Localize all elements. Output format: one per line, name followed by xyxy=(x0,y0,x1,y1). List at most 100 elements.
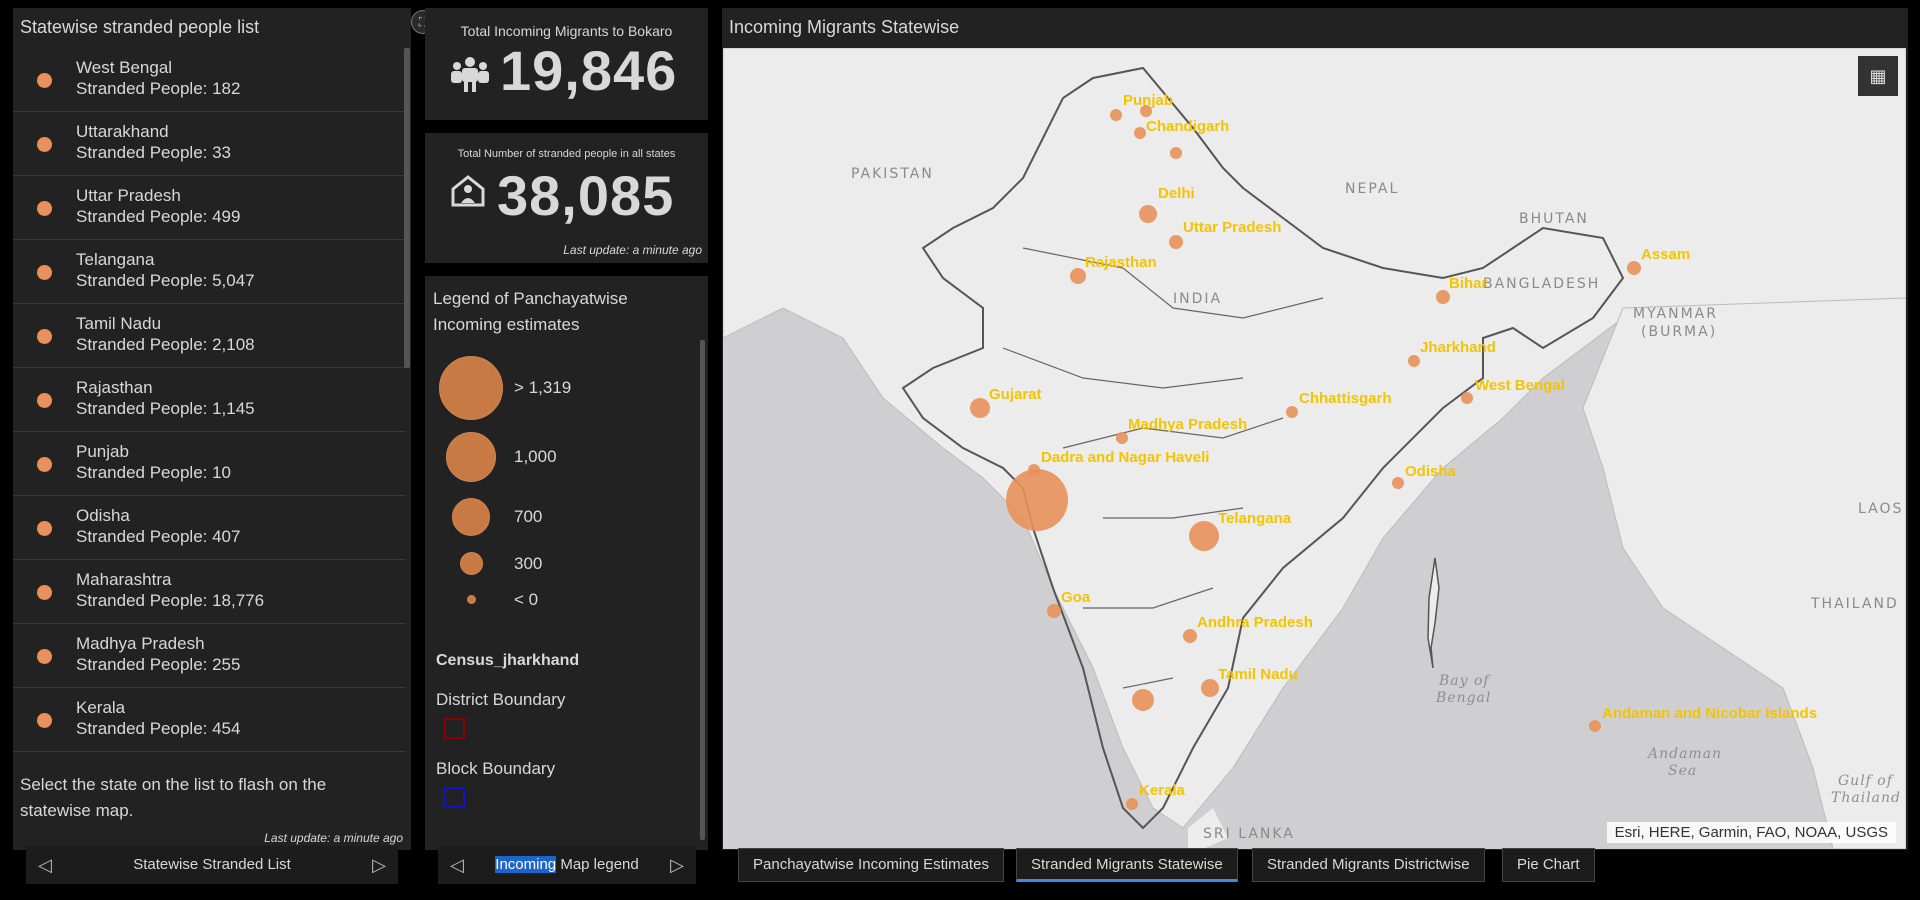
map-bubble[interactable] xyxy=(1589,720,1601,732)
list-item[interactable]: Punjab Stranded People: 10 xyxy=(13,432,405,496)
map-bubble[interactable] xyxy=(1006,469,1068,531)
map-attribution: Esri, HERE, Garmin, FAO, NOAA, USGS xyxy=(1606,822,1896,843)
state-dot-icon xyxy=(37,457,52,472)
country-label: MYANMAR xyxy=(1633,306,1718,322)
state-dot-icon xyxy=(37,393,52,408)
list-item[interactable]: Madhya Pradesh Stranded People: 255 xyxy=(13,624,405,688)
sea-label: Thailand xyxy=(1831,790,1901,806)
list-scrollbar[interactable] xyxy=(404,48,410,368)
country-label: THAILAND xyxy=(1810,596,1899,612)
state-label: Delhi xyxy=(1158,185,1195,202)
people-icon xyxy=(450,54,490,99)
legend-title: Legend of Panchayatwise Incoming estimat… xyxy=(433,289,628,334)
country-label: NEPAL xyxy=(1345,181,1399,197)
list-item[interactable]: Uttar Pradesh Stranded People: 499 xyxy=(13,176,405,240)
list-item[interactable]: Telangana Stranded People: 5,047 xyxy=(13,240,405,304)
country-label: BANGLADESH xyxy=(1483,276,1600,292)
map-bubble[interactable] xyxy=(1116,432,1128,444)
state-name: Odisha xyxy=(76,506,130,525)
prev-arrow-icon[interactable]: ◁ xyxy=(450,855,464,875)
map-bubble[interactable] xyxy=(1126,798,1138,810)
country-label: LAOS xyxy=(1858,501,1903,517)
list-item[interactable]: Rajasthan Stranded People: 1,145 xyxy=(13,368,405,432)
prev-arrow-icon[interactable]: ◁ xyxy=(38,855,52,875)
map-bubble[interactable] xyxy=(1169,235,1183,249)
legend-size-row: 700 xyxy=(425,498,695,538)
state-label: Assam xyxy=(1641,246,1690,263)
map-bubble[interactable] xyxy=(1436,290,1450,304)
map-bubble[interactable] xyxy=(1392,477,1404,489)
state-label: Telangana xyxy=(1218,510,1292,527)
map-bubble[interactable] xyxy=(1110,109,1122,121)
state-label: Chandigarh xyxy=(1146,118,1229,135)
stranded-count: Stranded People: 407 xyxy=(76,527,241,546)
state-label: Chhattisgarh xyxy=(1299,390,1392,407)
size-circle-icon xyxy=(460,552,483,575)
list-item[interactable]: Tamil Nadu Stranded People: 2,108 xyxy=(13,304,405,368)
state-name: Tamil Nadu xyxy=(76,314,162,333)
list-panel-title: Statewise stranded people list xyxy=(20,17,260,37)
legend-scrollbar[interactable] xyxy=(700,340,705,840)
country-label: INDIA xyxy=(1173,291,1222,307)
legend-size-label: 1,000 xyxy=(514,447,557,466)
tab-panchayatwise[interactable]: Panchayatwise Incoming Estimates xyxy=(738,848,1004,882)
map-bubble[interactable] xyxy=(1201,679,1219,697)
map-bubble[interactable] xyxy=(970,398,990,418)
list-last-update: Last update: a minute ago xyxy=(264,831,403,845)
state-dot-icon xyxy=(37,585,52,600)
list-item[interactable]: Uttarakhand Stranded People: 33 xyxy=(13,112,405,176)
next-arrow-icon[interactable]: ▷ xyxy=(372,855,386,875)
map-bubble[interactable] xyxy=(1140,105,1152,117)
map-bubble[interactable] xyxy=(1170,147,1182,159)
size-circle-icon xyxy=(467,595,476,604)
list-item[interactable]: Odisha Stranded People: 407 xyxy=(13,496,405,560)
selected-text: Incoming xyxy=(495,856,557,873)
map-bubble[interactable] xyxy=(1070,268,1086,284)
state-label: Kerala xyxy=(1139,782,1186,799)
list-item[interactable]: Maharashtra Stranded People: 18,776 xyxy=(13,560,405,624)
map-panel: Incoming Migrants Statewise PAKISTAN NEP… xyxy=(722,8,1908,850)
block-boundary-swatch xyxy=(444,787,465,808)
indicator-last-update: Last update: a minute ago xyxy=(563,243,702,257)
map-bubble[interactable] xyxy=(1461,392,1473,404)
map-bubble[interactable] xyxy=(1286,406,1298,418)
state-label: Andhra Pradesh xyxy=(1197,614,1313,631)
map-bubble[interactable] xyxy=(1132,689,1154,711)
andaman-islands xyxy=(1427,557,1440,669)
indicator-value: 38,085 xyxy=(497,164,675,227)
statewise-map[interactable]: PAKISTAN NEPAL BHUTAN BANGLADESH MYANMAR… xyxy=(723,48,1906,849)
legend-pager: ◁ Incoming Map legend ▷ xyxy=(438,846,696,884)
next-arrow-icon[interactable]: ▷ xyxy=(670,855,684,875)
state-label: Andaman and Nicobar Islands xyxy=(1602,705,1817,722)
map-bubble[interactable] xyxy=(1627,261,1641,275)
state-name: Uttar Pradesh xyxy=(76,186,181,205)
state-dot-icon xyxy=(37,713,52,728)
map-bubble[interactable] xyxy=(1189,521,1219,551)
tab-pie-chart[interactable]: Pie Chart xyxy=(1502,848,1595,882)
state-dot-icon xyxy=(37,521,52,536)
state-dot-icon xyxy=(37,73,52,88)
district-boundary-label: District Boundary xyxy=(436,690,566,709)
basemap-toggle-icon[interactable]: ▦ xyxy=(1858,56,1898,96)
list-item[interactable]: West Bengal Stranded People: 182 xyxy=(13,48,405,112)
map-bubble[interactable] xyxy=(1408,355,1420,367)
map-bubble[interactable] xyxy=(1183,629,1197,643)
stranded-count: Stranded People: 255 xyxy=(76,655,241,674)
legend-panel: Legend of Panchayatwise Incoming estimat… xyxy=(425,276,708,850)
stranded-list[interactable]: West Bengal Stranded People: 182 Uttarakh… xyxy=(13,48,405,755)
map-bubble[interactable] xyxy=(1047,604,1061,618)
map-bubble[interactable] xyxy=(1139,205,1157,223)
list-item[interactable]: Kerala Stranded People: 454 xyxy=(13,688,405,752)
state-label: Goa xyxy=(1061,589,1091,606)
state-label: Bihar xyxy=(1449,275,1488,292)
district-boundary-swatch xyxy=(444,718,465,739)
stranded-count: Stranded People: 5,047 xyxy=(76,271,255,290)
map-canvas[interactable]: PAKISTAN NEPAL BHUTAN BANGLADESH MYANMAR… xyxy=(723,48,1906,849)
legend-size-row: 1,000 xyxy=(425,432,695,482)
tab-stranded-districtwise[interactable]: Stranded Migrants Districtwise xyxy=(1252,848,1485,882)
state-label: Rajasthan xyxy=(1085,254,1157,271)
incoming-migrants-indicator: Total Incoming Migrants to Bokaro 19,846 xyxy=(425,8,708,120)
state-boundaries xyxy=(1002,247,1324,689)
tab-stranded-statewise[interactable]: Stranded Migrants Statewise xyxy=(1016,848,1238,882)
map-bubble[interactable] xyxy=(1134,127,1146,139)
